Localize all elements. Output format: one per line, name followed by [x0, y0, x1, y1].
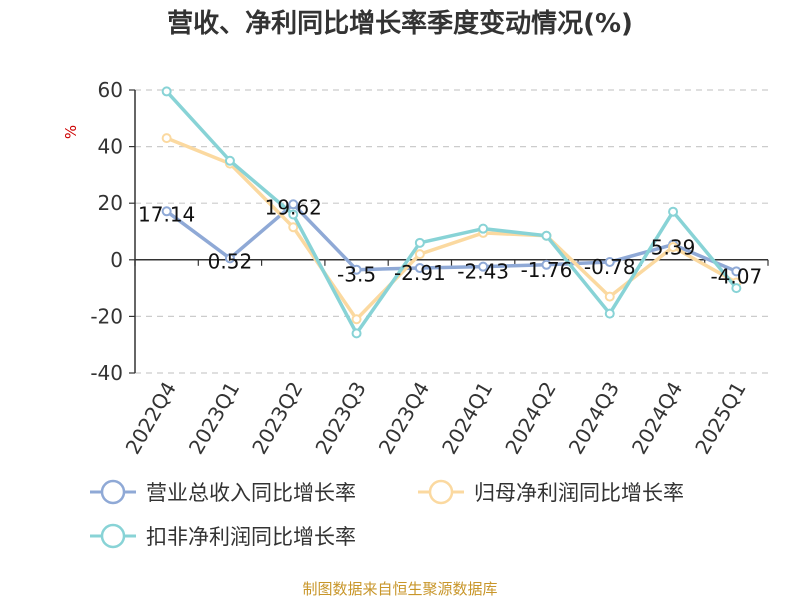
- data-point: [668, 206, 679, 217]
- data-label: -0.78: [584, 255, 636, 279]
- x-tick-label: 2024Q2: [500, 378, 560, 459]
- grid-lines: [135, 89, 768, 374]
- x-tick-label: 2023Q2: [247, 378, 307, 459]
- data-label: -2.91: [394, 261, 446, 285]
- series-line: [165, 202, 738, 273]
- series-group: [161, 86, 742, 339]
- x-tick-label: 2023Q1: [184, 378, 244, 459]
- legend-marker: [100, 479, 126, 505]
- series-line: [165, 136, 738, 321]
- x-tick-label: 2022Q4: [121, 378, 181, 459]
- x-tick-label: 2024Q4: [627, 378, 687, 459]
- y-tick-label: 20: [98, 191, 123, 215]
- legend-label[interactable]: 扣非净利润同比增长率: [146, 525, 356, 549]
- data-label: 0.52: [208, 249, 253, 273]
- data-label: -4.07: [710, 264, 762, 288]
- x-tick-label: 2025Q1: [690, 378, 750, 459]
- x-tick-label: 2024Q1: [437, 378, 497, 459]
- y-tick-label: -40: [90, 361, 123, 385]
- legend-marker: [100, 523, 126, 549]
- data-label: -2.43: [457, 260, 509, 284]
- x-tick-label: 2024Q3: [564, 378, 624, 459]
- data-point: [414, 249, 425, 260]
- data-point: [161, 206, 172, 217]
- legend-label[interactable]: 归母净利润同比增长率: [474, 481, 684, 505]
- data-point: [288, 199, 299, 210]
- source-note: 制图数据来自恒生聚源数据库: [302, 580, 497, 598]
- data-point: [224, 253, 235, 264]
- y-tick-label: 60: [98, 78, 123, 102]
- chart-title: 营收、净利同比增长率季度变动情况(%): [167, 8, 633, 39]
- data-label: -1.76: [521, 258, 573, 282]
- x-tick-label: 2023Q3: [310, 378, 370, 459]
- data-point: [604, 291, 615, 302]
- data-point: [604, 257, 615, 268]
- data-point: [161, 86, 172, 97]
- series-line: [165, 90, 738, 336]
- data-point: [731, 266, 742, 277]
- x-tick-label: 2023Q4: [374, 378, 434, 459]
- data-point: [478, 261, 489, 272]
- data-point: [604, 308, 615, 319]
- data-point: [414, 237, 425, 248]
- data-point: [668, 242, 679, 253]
- data-point: [541, 230, 552, 241]
- data-point: [288, 222, 299, 233]
- data-label: 17.14: [138, 202, 195, 226]
- y-tick-label: 40: [98, 135, 123, 159]
- data-label: -3.5: [337, 263, 376, 287]
- data-point: [288, 209, 299, 220]
- data-point: [351, 328, 362, 339]
- data-label: 5.39: [651, 236, 696, 260]
- y-axis-unit: %: [62, 125, 80, 139]
- data-point: [541, 259, 552, 270]
- data-label: 19.62: [265, 195, 322, 219]
- data-point: [161, 133, 172, 144]
- data-point: [478, 223, 489, 234]
- y-tick-label: -20: [90, 304, 123, 328]
- legend-label[interactable]: 营业总收入同比增长率: [146, 481, 356, 505]
- data-point: [351, 314, 362, 325]
- data-point: [414, 263, 425, 274]
- data-point: [351, 264, 362, 275]
- data-point: [224, 155, 235, 166]
- legend-marker: [428, 479, 454, 505]
- y-tick-label: 0: [110, 248, 123, 272]
- data-labels: 17.14 0.52 19.62 -3.5 -2.91 -2.43 -1.76 -0.78 5.…: [138, 195, 762, 288]
- data-point: [731, 283, 742, 294]
